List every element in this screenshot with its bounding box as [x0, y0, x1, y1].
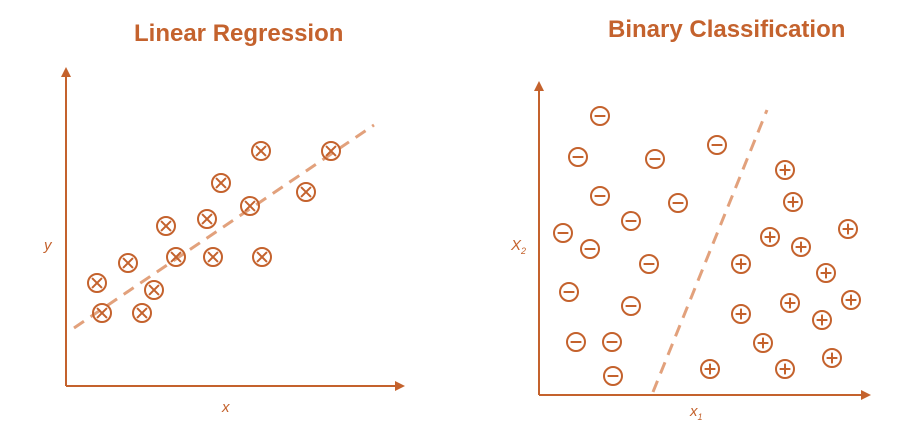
circled-times-icon	[87, 273, 107, 293]
left-y-axis-label: y	[43, 237, 53, 254]
circled-minus-icon	[568, 147, 588, 167]
circled-times-icon	[211, 173, 231, 193]
regression-points	[87, 141, 341, 323]
circled-minus-icon	[590, 186, 610, 206]
positive-class-points	[700, 160, 861, 379]
circled-minus-icon	[668, 193, 688, 213]
circled-minus-icon	[602, 332, 622, 352]
circled-minus-icon	[580, 239, 600, 259]
circled-plus-icon	[812, 310, 832, 330]
regression-line	[73, 123, 375, 330]
right-y-axis-label-sub: 2	[520, 246, 526, 256]
right-x-axis-label-main: x	[689, 403, 698, 420]
circled-times-icon	[166, 247, 186, 267]
circled-plus-icon	[783, 192, 803, 212]
circled-plus-icon	[838, 219, 858, 239]
circled-minus-icon	[645, 149, 665, 169]
circled-minus-icon	[553, 223, 573, 243]
circled-times-icon	[118, 253, 138, 273]
circled-plus-icon	[816, 263, 836, 283]
right-x-axis-label-sub: 1	[698, 412, 703, 422]
binary-classification-title: Binary Classification	[608, 16, 846, 43]
circled-times-icon	[92, 303, 112, 323]
circled-plus-icon	[822, 348, 842, 368]
left-x-axis-label: x	[221, 399, 230, 416]
decision-boundary	[651, 109, 769, 393]
circled-times-icon	[132, 303, 152, 323]
circled-times-icon	[197, 209, 217, 229]
circled-plus-icon	[700, 359, 720, 379]
circled-plus-icon	[775, 160, 795, 180]
circled-plus-icon	[731, 254, 751, 274]
circled-minus-icon	[590, 106, 610, 126]
circled-minus-icon	[559, 282, 579, 302]
circled-times-icon	[251, 141, 271, 161]
right-y-axis-label-main: X	[510, 237, 522, 254]
circled-times-icon	[252, 247, 272, 267]
circled-minus-icon	[707, 135, 727, 155]
right-axes	[534, 81, 871, 400]
circled-plus-icon	[791, 237, 811, 257]
linear-regression-title: Linear Regression	[134, 20, 344, 47]
right-y-axis-label: X2	[510, 237, 526, 256]
circled-times-icon	[321, 141, 341, 161]
right-x-axis-label: x1	[689, 403, 703, 422]
circled-plus-icon	[841, 290, 861, 310]
circled-times-icon	[203, 247, 223, 267]
circled-minus-icon	[639, 254, 659, 274]
circled-plus-icon	[780, 293, 800, 313]
circled-minus-icon	[603, 366, 623, 386]
negative-class-points	[553, 106, 727, 386]
circled-plus-icon	[775, 359, 795, 379]
left-axes	[61, 67, 405, 391]
circled-minus-icon	[621, 211, 641, 231]
circled-plus-icon	[753, 333, 773, 353]
circled-times-icon	[296, 182, 316, 202]
circled-plus-icon	[760, 227, 780, 247]
circled-plus-icon	[731, 304, 751, 324]
circled-minus-icon	[621, 296, 641, 316]
circled-minus-icon	[566, 332, 586, 352]
circled-times-icon	[144, 280, 164, 300]
circled-times-icon	[156, 216, 176, 236]
circled-times-icon	[240, 196, 260, 216]
